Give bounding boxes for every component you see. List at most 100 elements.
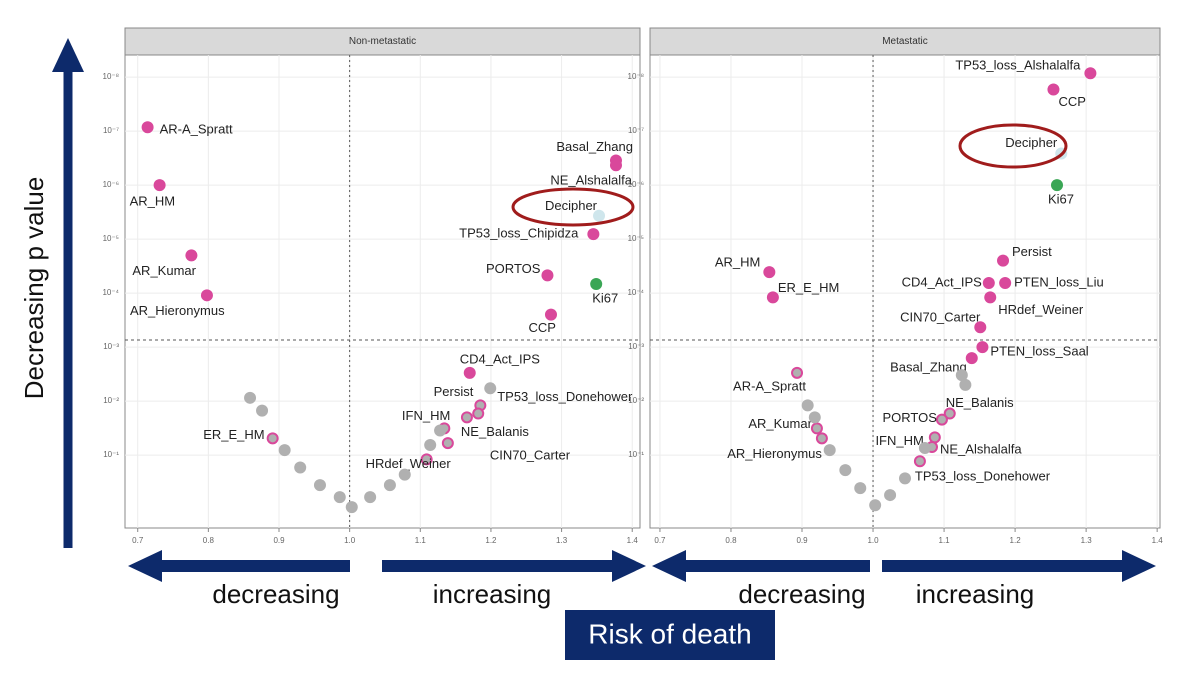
- point: [913, 455, 926, 468]
- point-label: Persist: [1012, 244, 1052, 259]
- y-tick-label: 10⁻⁷: [103, 126, 119, 135]
- point: [928, 431, 941, 444]
- point-label: AR-A_Spratt: [733, 378, 806, 393]
- x-tick-label: 1.1: [939, 536, 951, 545]
- point-label: AR_Hieronymus: [130, 303, 225, 318]
- point: [256, 404, 269, 417]
- point: [587, 228, 600, 241]
- point: [823, 444, 836, 457]
- panel-strip: [649, 27, 1161, 56]
- x-tick-label: 1.0: [867, 536, 879, 545]
- point: [935, 413, 948, 426]
- point: [544, 308, 557, 321]
- highlight-ellipse: [511, 187, 635, 227]
- point: [463, 366, 476, 379]
- point: [313, 479, 326, 492]
- arrow-head: [128, 550, 162, 582]
- y-tick-label: 10⁻⁷: [628, 126, 644, 135]
- point-label: TP53_loss_Chipidza: [459, 226, 579, 241]
- point: [593, 209, 606, 222]
- point-label: AR_Hieronymus: [727, 446, 822, 461]
- x-axis-label: Risk of death: [588, 618, 751, 649]
- point-label: HRdef_Weiner: [998, 302, 1084, 317]
- point: [141, 121, 154, 134]
- point-label: Decipher: [1005, 135, 1058, 150]
- point: [294, 461, 307, 474]
- arrow-head: [1122, 550, 1156, 582]
- y-tick-label: 10⁻⁸: [628, 72, 645, 81]
- point-label: Decipher: [545, 198, 598, 213]
- point: [791, 366, 804, 379]
- plots: Non-metastatic 10⁻¹ 10⁻² 10⁻³ 10⁻⁴ 10⁻⁵ 10⁻⁶ 10…: [102, 27, 1163, 545]
- y-tick-label: 10⁻⁶: [103, 180, 119, 189]
- arrow-shaft: [882, 560, 1124, 572]
- point-label: NE_Alshalalfa: [940, 441, 1022, 456]
- point: [808, 411, 821, 424]
- x-tick-label: 0.9: [273, 536, 285, 545]
- point: [918, 442, 931, 455]
- point-label: AR_Kumar: [748, 416, 812, 431]
- y-tick-label: 10⁻¹: [103, 450, 119, 459]
- direction-label: increasing: [916, 579, 1035, 609]
- highlight-ellipse: [958, 123, 1068, 169]
- direction-label: decreasing: [212, 579, 339, 609]
- point-label: Basal_Zhang: [556, 139, 633, 154]
- point-label: TP53_loss_Donehower: [497, 389, 633, 404]
- point-label: TP53_loss_Alshalalfa: [955, 58, 1081, 73]
- point-label: PORTOS: [882, 410, 937, 425]
- point-label: TP53_loss_Donehower: [915, 469, 1051, 484]
- direction-label: increasing: [433, 579, 552, 609]
- point: [763, 266, 776, 279]
- y-tick-label: 10⁻²: [103, 396, 119, 405]
- x-axis-label-box: [565, 610, 775, 660]
- y-tick-label: 10⁻⁴: [627, 288, 644, 297]
- point-label: PTEN_loss_Liu: [1014, 274, 1104, 289]
- point-label: NE_Balanis: [461, 424, 529, 439]
- point-label: ER_E_HM: [203, 427, 264, 442]
- point: [609, 159, 622, 172]
- point-label: CD4_Act_IPS: [902, 274, 983, 289]
- point: [278, 444, 291, 457]
- point: [801, 399, 814, 412]
- point-label: AR_HM: [715, 255, 761, 270]
- point: [810, 422, 823, 435]
- y-tick-label: 10⁻⁵: [103, 234, 119, 243]
- y-tick-label: 10⁻²: [628, 396, 644, 405]
- point: [976, 341, 989, 354]
- x-tick-label: 0.8: [725, 536, 737, 545]
- point: [982, 276, 995, 289]
- panel-strip: [124, 27, 641, 56]
- point: [200, 289, 213, 302]
- point-label: IFN_HM: [875, 433, 923, 448]
- panel-title: Metastatic: [882, 36, 928, 47]
- point: [943, 407, 956, 420]
- panel-title: Non-metastatic: [349, 36, 416, 47]
- point: [1084, 67, 1097, 80]
- point-label: Persist: [434, 384, 474, 399]
- point: [984, 291, 997, 304]
- point-label: Basal_Zhang: [890, 360, 967, 375]
- x-tick-label: 0.8: [203, 536, 215, 545]
- arrow-shaft: [160, 560, 350, 572]
- arrow-head: [612, 550, 646, 582]
- point: [244, 391, 257, 404]
- point: [460, 411, 473, 424]
- point: [420, 453, 433, 466]
- direction-arrows: [128, 550, 1156, 582]
- x-tick-label: 0.9: [796, 536, 808, 545]
- x-tick-label: 1.0: [344, 536, 356, 545]
- point: [1051, 179, 1064, 192]
- point: [424, 438, 437, 451]
- point: [959, 378, 972, 391]
- arrow-head: [652, 550, 686, 582]
- x-tick-label: 0.7: [654, 536, 666, 545]
- point: [999, 276, 1012, 289]
- point: [383, 479, 396, 492]
- y-tick-label: 10⁻⁵: [628, 234, 644, 243]
- y-tick-label: 10⁻¹: [628, 450, 644, 459]
- plot-area: [649, 54, 1161, 529]
- point-label: NE_Balanis: [946, 395, 1014, 410]
- point: [266, 432, 279, 445]
- y-arrow-head: [52, 38, 84, 72]
